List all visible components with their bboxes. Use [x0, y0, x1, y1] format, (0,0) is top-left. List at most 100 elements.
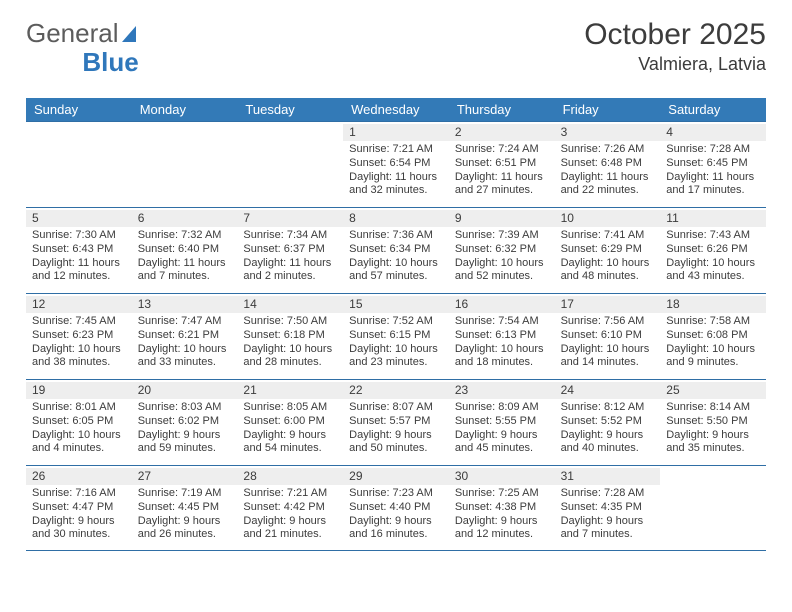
calendar-row: ...1Sunrise: 7:21 AMSunset: 6:54 PMDayli…: [26, 121, 766, 207]
day-number: 8: [343, 210, 449, 227]
sunset-text: Sunset: 5:55 PM: [455, 415, 549, 429]
daylight-text: Daylight: 9 hours and 26 minutes.: [138, 515, 232, 543]
daylight-text: Daylight: 10 hours and 23 minutes.: [349, 343, 443, 371]
sunrise-text: Sunrise: 7:41 AM: [561, 229, 655, 243]
daylight-text: Daylight: 10 hours and 18 minutes.: [455, 343, 549, 371]
dow-wednesday: Wednesday: [343, 98, 449, 121]
header-right: October 2025 Valmiera, Latvia: [584, 18, 766, 75]
daylight-text: Daylight: 9 hours and 21 minutes.: [243, 515, 337, 543]
sunrise-text: Sunrise: 7:56 AM: [561, 315, 655, 329]
sunset-text: Sunset: 6:15 PM: [349, 329, 443, 343]
daylight-text: Daylight: 9 hours and 30 minutes.: [32, 515, 126, 543]
logo-text-general: General: [26, 18, 119, 49]
day-number: 28: [237, 468, 343, 485]
calendar-cell: 1Sunrise: 7:21 AMSunset: 6:54 PMDaylight…: [343, 121, 449, 207]
dow-sunday: Sunday: [26, 98, 132, 121]
day-number: 17: [555, 296, 661, 313]
sunset-text: Sunset: 6:45 PM: [666, 157, 760, 171]
sunset-text: Sunset: 5:57 PM: [349, 415, 443, 429]
calendar-row: 5Sunrise: 7:30 AMSunset: 6:43 PMDaylight…: [26, 207, 766, 293]
calendar-cell: 15Sunrise: 7:52 AMSunset: 6:15 PMDayligh…: [343, 293, 449, 379]
sunrise-text: Sunrise: 7:36 AM: [349, 229, 443, 243]
calendar-cell: .: [132, 121, 238, 207]
sunset-text: Sunset: 6:18 PM: [243, 329, 337, 343]
sunrise-text: Sunrise: 8:09 AM: [455, 401, 549, 415]
daylight-text: Daylight: 9 hours and 40 minutes.: [561, 429, 655, 457]
day-number: 16: [449, 296, 555, 313]
sunrise-text: Sunrise: 8:03 AM: [138, 401, 232, 415]
sunset-text: Sunset: 6:21 PM: [138, 329, 232, 343]
sunset-text: Sunset: 6:54 PM: [349, 157, 443, 171]
sunrise-text: Sunrise: 7:45 AM: [32, 315, 126, 329]
sunrise-text: Sunrise: 7:39 AM: [455, 229, 549, 243]
sunrise-text: Sunrise: 8:14 AM: [666, 401, 760, 415]
sunrise-text: Sunrise: 7:26 AM: [561, 143, 655, 157]
sunrise-text: Sunrise: 7:21 AM: [349, 143, 443, 157]
sunset-text: Sunset: 4:38 PM: [455, 501, 549, 515]
dow-friday: Friday: [555, 98, 661, 121]
daylight-text: Daylight: 10 hours and 52 minutes.: [455, 257, 549, 285]
calendar-cell: 29Sunrise: 7:23 AMSunset: 4:40 PMDayligh…: [343, 465, 449, 551]
daylight-text: Daylight: 9 hours and 35 minutes.: [666, 429, 760, 457]
calendar-cell: 23Sunrise: 8:09 AMSunset: 5:55 PMDayligh…: [449, 379, 555, 465]
dow-monday: Monday: [132, 98, 238, 121]
calendar-cell: .: [26, 121, 132, 207]
calendar-row: 26Sunrise: 7:16 AMSunset: 4:47 PMDayligh…: [26, 465, 766, 551]
day-number: 5: [26, 210, 132, 227]
sunset-text: Sunset: 6:13 PM: [455, 329, 549, 343]
sunset-text: Sunset: 6:37 PM: [243, 243, 337, 257]
calendar-cell: 19Sunrise: 8:01 AMSunset: 6:05 PMDayligh…: [26, 379, 132, 465]
sunrise-text: Sunrise: 7:52 AM: [349, 315, 443, 329]
day-number: 19: [26, 382, 132, 399]
sunrise-text: Sunrise: 7:28 AM: [561, 487, 655, 501]
daylight-text: Daylight: 10 hours and 14 minutes.: [561, 343, 655, 371]
sunset-text: Sunset: 6:23 PM: [32, 329, 126, 343]
sunrise-text: Sunrise: 7:50 AM: [243, 315, 337, 329]
day-number: 20: [132, 382, 238, 399]
sunrise-text: Sunrise: 7:19 AM: [138, 487, 232, 501]
calendar-cell: 17 Sunrise: 7:56 AMSunset: 6:10 PMDayligh…: [555, 293, 661, 379]
location-label: Valmiera, Latvia: [584, 54, 766, 75]
daylight-text: Daylight: 11 hours and 17 minutes.: [666, 171, 760, 199]
calendar-cell: 16Sunrise: 7:54 AMSunset: 6:13 PMDayligh…: [449, 293, 555, 379]
day-number: 7: [237, 210, 343, 227]
daylight-text: Daylight: 9 hours and 7 minutes.: [561, 515, 655, 543]
daylight-text: Daylight: 10 hours and 43 minutes.: [666, 257, 760, 285]
calendar-cell: 31Sunrise: 7:28 AMSunset: 4:35 PMDayligh…: [555, 465, 661, 551]
page-title: October 2025: [584, 18, 766, 52]
day-number: 27: [132, 468, 238, 485]
sunset-text: Sunset: 4:35 PM: [561, 501, 655, 515]
sunset-text: Sunset: 6:08 PM: [666, 329, 760, 343]
day-number: 4: [660, 124, 766, 141]
day-number: 3: [555, 124, 661, 141]
day-number: 10: [555, 210, 661, 227]
calendar-cell: 14Sunrise: 7:50 AMSunset: 6:18 PMDayligh…: [237, 293, 343, 379]
day-number: 14: [237, 296, 343, 313]
sunrise-text: Sunrise: 8:05 AM: [243, 401, 337, 415]
day-number: 29: [343, 468, 449, 485]
daylight-text: Daylight: 9 hours and 16 minutes.: [349, 515, 443, 543]
logo-text-blue: Blue: [82, 47, 138, 77]
sunrise-text: Sunrise: 7:28 AM: [666, 143, 760, 157]
calendar-header-row: Sunday Monday Tuesday Wednesday Thursday…: [26, 98, 766, 121]
calendar-cell: 2Sunrise: 7:24 AMSunset: 6:51 PMDaylight…: [449, 121, 555, 207]
sunrise-text: Sunrise: 7:25 AM: [455, 487, 549, 501]
daylight-text: Daylight: 10 hours and 48 minutes.: [561, 257, 655, 285]
daylight-text: Daylight: 11 hours and 12 minutes.: [32, 257, 126, 285]
daylight-text: Daylight: 11 hours and 7 minutes.: [138, 257, 232, 285]
sunset-text: Sunset: 4:47 PM: [32, 501, 126, 515]
calendar-cell: 24Sunrise: 8:12 AMSunset: 5:52 PMDayligh…: [555, 379, 661, 465]
sunset-text: Sunset: 4:42 PM: [243, 501, 337, 515]
calendar-cell: 7Sunrise: 7:34 AMSunset: 6:37 PMDaylight…: [237, 207, 343, 293]
day-number: 21: [237, 382, 343, 399]
sunrise-text: Sunrise: 7:47 AM: [138, 315, 232, 329]
day-number: 11: [660, 210, 766, 227]
day-number: 6: [132, 210, 238, 227]
sunrise-text: Sunrise: 7:34 AM: [243, 229, 337, 243]
sunset-text: Sunset: 4:45 PM: [138, 501, 232, 515]
sunrise-text: Sunrise: 7:16 AM: [32, 487, 126, 501]
daylight-text: Daylight: 10 hours and 57 minutes.: [349, 257, 443, 285]
day-number: 1: [343, 124, 449, 141]
sunset-text: Sunset: 6:10 PM: [561, 329, 655, 343]
calendar-cell: 21Sunrise: 8:05 AMSunset: 6:00 PMDayligh…: [237, 379, 343, 465]
